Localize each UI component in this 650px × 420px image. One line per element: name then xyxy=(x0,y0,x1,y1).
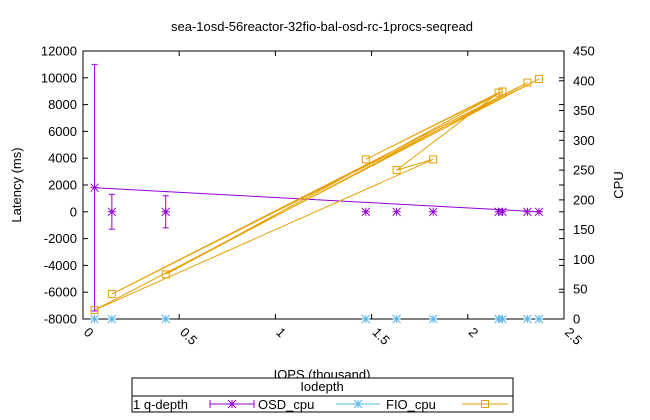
x-tick-label: 0 xyxy=(81,325,97,341)
data-point xyxy=(90,314,99,324)
y2-axis: 0 50 100 150 200 250 300 350 400 450 xyxy=(559,44,595,327)
legend-row-label: 1 q-depth xyxy=(133,397,188,412)
legend-label: OSD_cpu xyxy=(258,397,314,412)
legend-label: FIO_cpu xyxy=(386,397,436,412)
y-tick-label: 4000 xyxy=(48,151,77,166)
legend-title: Iodepth xyxy=(300,379,343,394)
y2-tick-label: 400 xyxy=(573,73,595,88)
data-point xyxy=(361,314,371,324)
data-point xyxy=(429,155,438,164)
y-axis-label: Latency (ms) xyxy=(9,147,24,222)
data-point xyxy=(523,207,532,217)
data-point xyxy=(161,270,170,279)
series-2 xyxy=(90,74,543,315)
data-point xyxy=(90,183,99,193)
y-tick-label: 6000 xyxy=(48,124,77,139)
x-axis: 0 0.5 1 1.5 2 2.5 xyxy=(81,51,585,348)
data-point xyxy=(534,314,544,324)
y-tick-label: -2000 xyxy=(44,231,77,246)
y-tick-label: 8000 xyxy=(48,97,77,112)
y-tick-label: -4000 xyxy=(44,258,77,273)
legend-box xyxy=(131,377,514,413)
data-point xyxy=(498,87,507,96)
data-point xyxy=(523,314,532,324)
x-tick-label: 1 xyxy=(273,325,289,341)
series-0 xyxy=(90,63,544,312)
y2-tick-label: 0 xyxy=(573,312,580,327)
y-axis: -8000 -6000 -4000 -2000 0 2000 4000 6000 8000 100… xyxy=(41,44,564,327)
y2-tick-label: 150 xyxy=(573,222,595,237)
y2-tick-label: 250 xyxy=(573,163,595,178)
y-tick-label: 12000 xyxy=(41,44,77,59)
data-point xyxy=(534,207,544,217)
data-point xyxy=(107,207,117,217)
series-1 xyxy=(90,314,544,324)
y-tick-label: 2000 xyxy=(48,178,77,193)
y2-tick-label: 350 xyxy=(573,103,595,118)
data-point xyxy=(523,78,532,87)
y2-tick-label: 300 xyxy=(573,133,595,148)
y-tick-label: 10000 xyxy=(41,70,77,85)
y2-tick-label: 200 xyxy=(573,192,595,207)
legend-marker xyxy=(353,399,363,409)
data-point xyxy=(361,155,370,164)
y-tick-label: 0 xyxy=(70,204,77,219)
data-point xyxy=(161,314,171,324)
data-point xyxy=(107,289,116,298)
data-point xyxy=(392,166,401,175)
legend-marker xyxy=(481,400,489,408)
series-line xyxy=(94,187,540,213)
data-point xyxy=(392,314,401,324)
data-point xyxy=(107,314,117,324)
y-tick-label: -8000 xyxy=(44,312,77,327)
x-tick-label: 1.5 xyxy=(369,325,392,348)
x-tick-label: 2.5 xyxy=(562,325,585,348)
y2-axis-label: CPU xyxy=(611,171,626,198)
y2-tick-label: 450 xyxy=(573,44,595,59)
data-point xyxy=(361,207,371,217)
data-point xyxy=(392,207,401,217)
series-layer xyxy=(90,63,544,324)
x-tick-label: 0.5 xyxy=(177,325,200,348)
y2-tick-label: 100 xyxy=(573,252,595,267)
data-point xyxy=(534,74,543,83)
data-point xyxy=(161,207,171,217)
y-tick-label: -6000 xyxy=(44,285,77,300)
y2-tick-label: 50 xyxy=(573,282,587,297)
data-point xyxy=(90,306,99,315)
data-point xyxy=(498,207,507,217)
data-point xyxy=(428,314,438,324)
legend-entries: OSD_cpu FIO_cpu xyxy=(209,397,508,412)
chart-title: sea-1osd-56reactor-32fio-bal-osd-rc-1pro… xyxy=(171,19,473,34)
x-tick-label: 2 xyxy=(466,325,482,341)
data-point xyxy=(498,314,507,324)
legend: Iodepth 1 q-depth OSD_cpu FIO_cpu xyxy=(131,377,514,413)
series-line xyxy=(94,78,540,311)
legend-marker xyxy=(227,399,237,409)
data-point xyxy=(428,207,438,217)
